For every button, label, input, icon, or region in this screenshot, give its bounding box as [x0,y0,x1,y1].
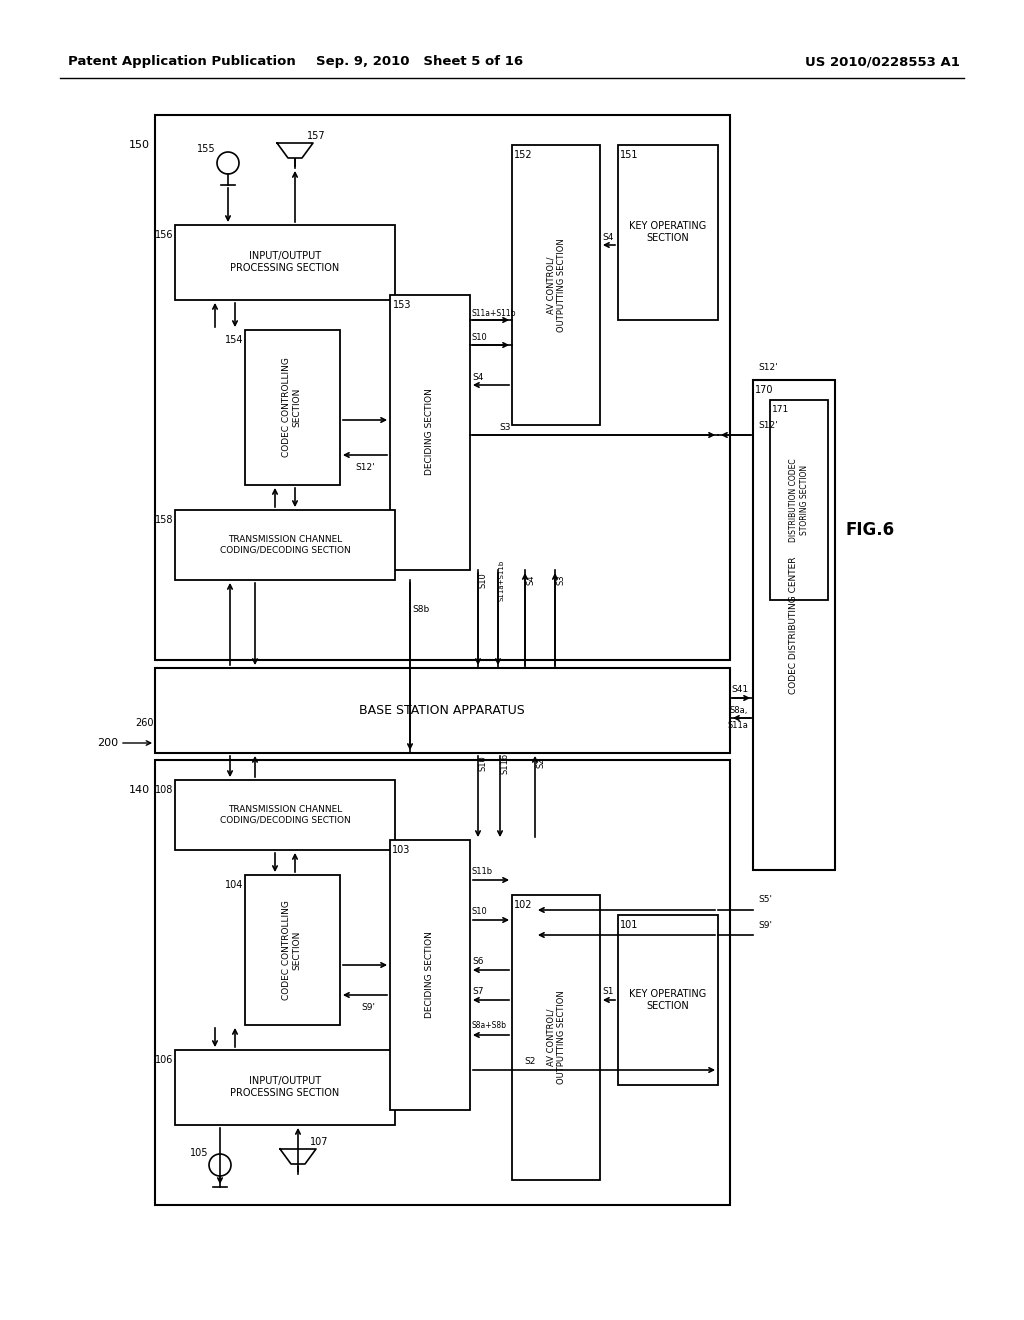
Text: S8a+S8b: S8a+S8b [472,1022,507,1031]
Bar [512,145,600,425]
Text: 103: 103 [392,845,411,855]
Text: TRANSMISSION CHANNEL
CODING/DECODING SECTION: TRANSMISSION CHANNEL CODING/DECODING SEC… [219,536,350,554]
Text: S3: S3 [556,574,565,585]
Text: S2: S2 [524,1057,536,1067]
Text: CODEC DISTRIBUTING CENTER: CODEC DISTRIBUTING CENTER [790,556,799,694]
Text: S9': S9' [758,920,772,929]
Bar [175,510,395,579]
Polygon shape [280,1148,316,1164]
Text: 101: 101 [620,920,638,931]
Text: 108: 108 [155,785,173,795]
Text: DISTRIBUTION CODEC
STORING SECTION: DISTRIBUTION CODEC STORING SECTION [790,458,809,541]
Text: KEY OPERATING
SECTION: KEY OPERATING SECTION [630,989,707,1011]
Text: S11a+S11b: S11a+S11b [472,309,516,318]
Text: 156: 156 [155,230,173,240]
Text: TRANSMISSION CHANNEL
CODING/DECODING SECTION: TRANSMISSION CHANNEL CODING/DECODING SEC… [219,805,350,825]
Text: 155: 155 [198,144,216,154]
Bar [155,668,730,752]
Text: S7: S7 [472,986,483,995]
Text: 154: 154 [224,335,243,345]
Text: S4: S4 [526,574,535,585]
Text: DECIDING SECTION: DECIDING SECTION [426,932,434,1019]
Text: AV CONTROL/
OUTPUTTING SECTION: AV CONTROL/ OUTPUTTING SECTION [546,238,565,331]
Text: INPUT/OUTPUT
PROCESSING SECTION: INPUT/OUTPUT PROCESSING SECTION [230,251,340,273]
Text: S10: S10 [472,333,487,342]
Bar [512,895,600,1180]
Text: KEY OPERATING
SECTION: KEY OPERATING SECTION [630,222,707,243]
Bar [618,915,718,1085]
Text: S12': S12' [355,463,375,473]
Bar [770,400,828,601]
Text: S9': S9' [361,1003,375,1012]
Text: S3: S3 [500,422,511,432]
Bar [245,875,340,1026]
Bar [175,1049,395,1125]
Text: S12': S12' [758,363,777,372]
Text: 102: 102 [514,900,532,909]
Text: CODEC CONTROLLING
SECTION: CODEC CONTROLLING SECTION [283,900,302,1001]
Text: AV CONTROL/
OUTPUTTING SECTION: AV CONTROL/ OUTPUTTING SECTION [546,990,565,1084]
Text: S11a+S11b: S11a+S11b [499,560,505,601]
Text: S4: S4 [472,372,483,381]
Text: S6: S6 [472,957,483,965]
Text: S4: S4 [602,232,613,242]
Text: 106: 106 [155,1055,173,1065]
Polygon shape [278,143,313,158]
Text: 107: 107 [310,1137,329,1147]
Text: S11b: S11b [472,867,494,876]
Text: S8b: S8b [412,606,429,615]
Text: S8a,: S8a, [730,705,748,714]
Bar [753,380,835,870]
Text: 157: 157 [307,131,326,141]
Text: S11b: S11b [501,752,510,774]
Bar [245,330,340,484]
Text: Sep. 9, 2010   Sheet 5 of 16: Sep. 9, 2010 Sheet 5 of 16 [316,55,523,69]
Text: Patent Application Publication: Patent Application Publication [68,55,296,69]
Text: 140: 140 [129,785,150,795]
Text: 158: 158 [155,515,173,525]
Text: BASE STATION APPARATUS: BASE STATION APPARATUS [359,704,525,717]
Bar [618,145,718,319]
Text: S11a: S11a [727,722,748,730]
Bar [175,224,395,300]
Bar [155,760,730,1205]
Text: 200: 200 [97,738,119,748]
Text: S2: S2 [536,758,545,768]
Text: 171: 171 [772,405,790,414]
Text: S41: S41 [731,685,748,694]
Text: S10: S10 [472,908,487,916]
Text: 260: 260 [135,718,154,729]
Text: FIG.6: FIG.6 [846,521,895,539]
Bar [390,294,470,570]
Bar [390,840,470,1110]
Text: 153: 153 [393,300,412,310]
Text: 170: 170 [755,385,773,395]
Text: INPUT/OUTPUT
PROCESSING SECTION: INPUT/OUTPUT PROCESSING SECTION [230,1076,340,1098]
Text: 152: 152 [514,150,532,160]
Text: S1: S1 [602,987,613,997]
Text: 151: 151 [620,150,639,160]
Text: S5': S5' [758,895,772,904]
Text: 150: 150 [129,140,150,150]
Text: S12': S12' [758,421,777,429]
Text: 105: 105 [189,1148,208,1158]
Text: DECIDING SECTION: DECIDING SECTION [426,388,434,475]
Bar [155,115,730,660]
Text: 104: 104 [224,880,243,890]
Bar [175,780,395,850]
Text: S10: S10 [479,572,488,587]
Text: S10: S10 [479,755,488,771]
Text: CODEC CONTROLLING
SECTION: CODEC CONTROLLING SECTION [283,358,302,457]
Text: US 2010/0228553 A1: US 2010/0228553 A1 [805,55,961,69]
